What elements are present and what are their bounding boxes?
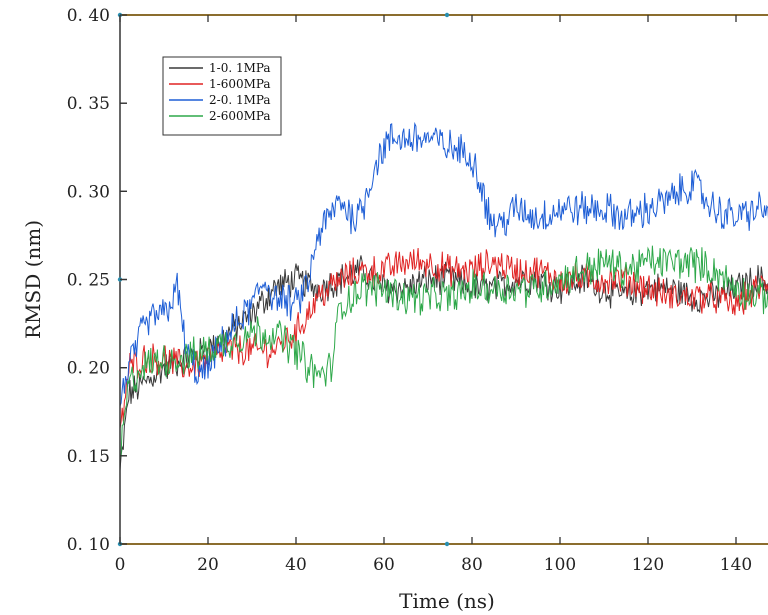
y-tick-label: 0. 20 [67,359,110,379]
y-axis-title: RMSD (nm) [21,220,45,339]
y-tick-label: 0. 40 [67,6,110,26]
y-tick-label: 0. 35 [67,94,110,114]
axis-handle-dot [444,541,450,547]
x-axis-ticks: 0 20 40 60 80 100 120 140 [115,15,752,575]
legend: 1-0. 1MPa 1-600MPa 2-0. 1MPa 2-600MPa [162,56,282,136]
series-line-1 [120,247,768,429]
y-tick-label: 0. 25 [67,271,110,291]
y-tick-label: 0. 10 [67,535,110,555]
x-tick-label: 120 [632,555,664,575]
y-tick-label: 0. 15 [67,447,110,467]
axis-handle-dot [444,12,450,18]
series-layer [120,121,768,471]
legend-entry: 1-600MPa [209,77,271,91]
x-axis-title: Time (ns) [399,589,495,613]
series-line-2 [120,121,768,407]
legend-box [162,56,282,136]
x-tick-label: 60 [373,555,395,575]
x-tick-label: 100 [544,555,576,575]
legend-entry: 1-0. 1MPa [209,61,271,75]
x-tick-label: 140 [720,555,752,575]
x-tick-label: 20 [197,555,219,575]
y-tick-label: 0. 30 [67,182,110,202]
series-line-3 [120,245,768,459]
y-axis-ticks: 0. 10 0. 15 0. 20 0. 25 0. 30 0. 35 0. 40 [67,6,127,555]
legend-entry: 2-600MPa [209,109,271,123]
x-tick-label: 0 [115,555,126,575]
x-tick-label: 40 [285,555,307,575]
legend-entry: 2-0. 1MPa [209,93,271,107]
x-tick-label: 80 [461,555,483,575]
